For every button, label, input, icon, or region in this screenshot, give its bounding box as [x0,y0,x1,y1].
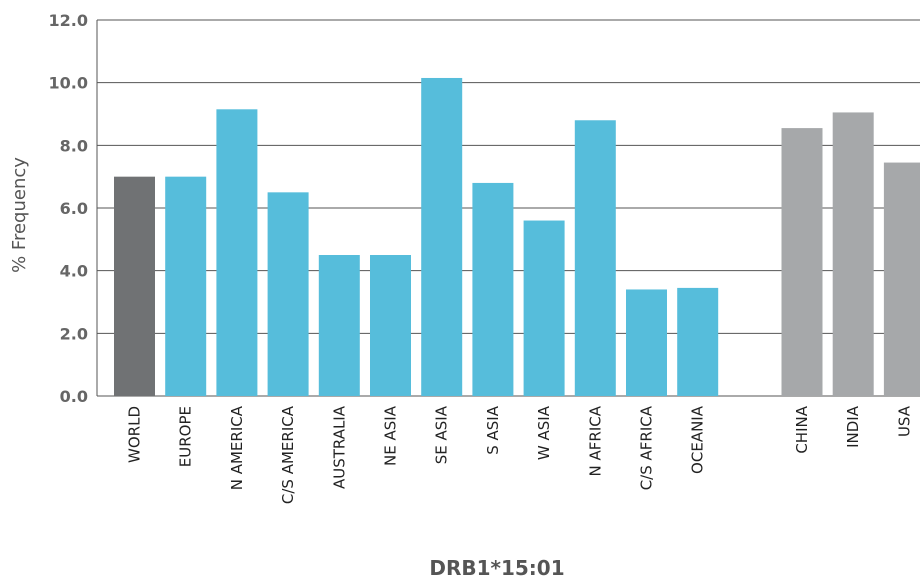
bar-n-africa [574,120,616,397]
y-axis-ticks: 0.0 2.0 4.0 6.0 8.0 10.0 12.0 [49,11,88,406]
bar-s-asia [472,182,514,396]
x-category-label: C/S AFRICA [638,405,656,490]
x-category-label: W ASIA [535,405,553,460]
x-category-label: SE ASIA [433,405,451,464]
y-tick-label: 10.0 [49,74,88,93]
y-axis-label: % Frequency [9,157,30,273]
y-tick-label: 8.0 [60,136,88,155]
y-tick-label: 0.0 [60,387,88,406]
x-category-label: AUSTRALIA [330,405,348,489]
x-axis-label: DRB1*15:01 [429,556,564,580]
x-category-label: NE ASIA [382,405,400,466]
bar-australia [318,255,360,396]
x-axis-categories: WORLD EUROPE N AMERICA C/S AMERICA AUSTRALIA… [126,405,914,504]
bar-china [781,128,823,396]
x-category-label: USA [895,405,913,437]
x-category-label: C/S AMERICA [279,405,297,504]
bar-europe [165,176,207,396]
x-category-label: S ASIA [484,405,502,454]
x-category-label: N AFRICA [586,405,604,476]
bar-se-asia [421,77,463,396]
bar-c-s-africa [626,289,667,396]
y-tick-label: 6.0 [60,199,88,218]
x-category-label: EUROPE [177,406,195,467]
x-category-label: N AMERICA [228,405,246,490]
bar-world [114,176,155,396]
y-tick-label: 12.0 [49,11,88,30]
bar-ne-asia [370,255,411,396]
bar-w-asia [523,220,565,396]
bar-n-america [216,109,258,397]
bar-usa [883,162,920,396]
x-category-label: CHINA [793,405,811,453]
bar-india [832,112,874,396]
bar-oceania [677,287,719,396]
y-tick-label: 4.0 [60,262,88,281]
bar-c-s-america [267,192,309,396]
x-category-label: OCEANIA [689,405,707,474]
x-category-label: INDIA [844,405,862,448]
x-category-label: WORLD [126,406,144,463]
y-tick-label: 2.0 [60,324,88,343]
bars [114,77,920,397]
